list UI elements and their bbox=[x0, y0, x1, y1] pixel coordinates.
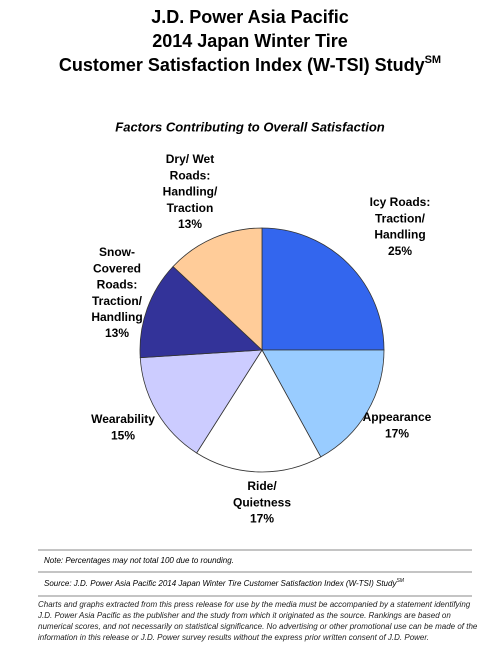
source-sup: SM bbox=[396, 578, 404, 584]
slice-label: Appearance bbox=[363, 410, 432, 424]
slice-label: Ride/ bbox=[247, 479, 277, 493]
title-line: J.D. Power Asia Pacific bbox=[151, 7, 348, 27]
value-label: 17% bbox=[385, 426, 409, 440]
pie-slice bbox=[172, 227, 263, 351]
pie-slice bbox=[261, 349, 385, 458]
slice-label: Handling bbox=[91, 310, 142, 324]
title-sup: SM bbox=[425, 54, 442, 66]
chart-title: 2014 Japan Winter Tire bbox=[152, 31, 348, 51]
slice-label: Quietness bbox=[233, 495, 291, 509]
slice-label: Handling bbox=[374, 228, 425, 242]
pie-slice bbox=[196, 349, 322, 473]
title-line: 2014 Japan Winter Tire bbox=[152, 31, 348, 51]
value-label: 17% bbox=[250, 512, 274, 526]
pie-slice bbox=[139, 349, 263, 454]
value-label: 25% bbox=[388, 244, 412, 258]
pie-slice bbox=[139, 265, 263, 359]
chart-subtitle: Factors Contributing to Overall Satisfac… bbox=[115, 119, 384, 134]
chart-title: Customer Satisfaction Index (W-TSI) Stud… bbox=[59, 54, 441, 75]
slice-label: Traction/ bbox=[92, 294, 143, 308]
slice-label: Wearability bbox=[91, 412, 155, 426]
source: Source: J.D. Power Asia Pacific 2014 Jap… bbox=[44, 578, 405, 588]
source-text: Source: J.D. Power Asia Pacific 2014 Jap… bbox=[44, 579, 397, 588]
note: Note: Percentages may not total 100 due … bbox=[44, 556, 234, 565]
slice-label: Roads: bbox=[97, 278, 138, 292]
title-line: Customer Satisfaction Index (W-TSI) Stud… bbox=[59, 55, 425, 75]
chart-title: J.D. Power Asia Pacific bbox=[151, 7, 348, 27]
slice-label: Traction bbox=[167, 201, 214, 215]
slice-label: Roads: bbox=[170, 168, 211, 182]
slice-label: Covered bbox=[93, 261, 141, 275]
slice-label: Snow- bbox=[99, 245, 135, 259]
disclaimer: Charts and graphs extracted from this pr… bbox=[38, 600, 478, 642]
slice-label: Traction/ bbox=[375, 211, 426, 225]
slice-label: Dry/ Wet bbox=[166, 152, 214, 166]
slice-label: Icy Roads: bbox=[370, 195, 431, 209]
value-label: 15% bbox=[111, 428, 135, 442]
slice-label: Handling/ bbox=[163, 185, 218, 199]
value-label: 13% bbox=[105, 326, 129, 340]
pie-slice bbox=[261, 227, 385, 351]
value-label: 13% bbox=[178, 217, 202, 231]
